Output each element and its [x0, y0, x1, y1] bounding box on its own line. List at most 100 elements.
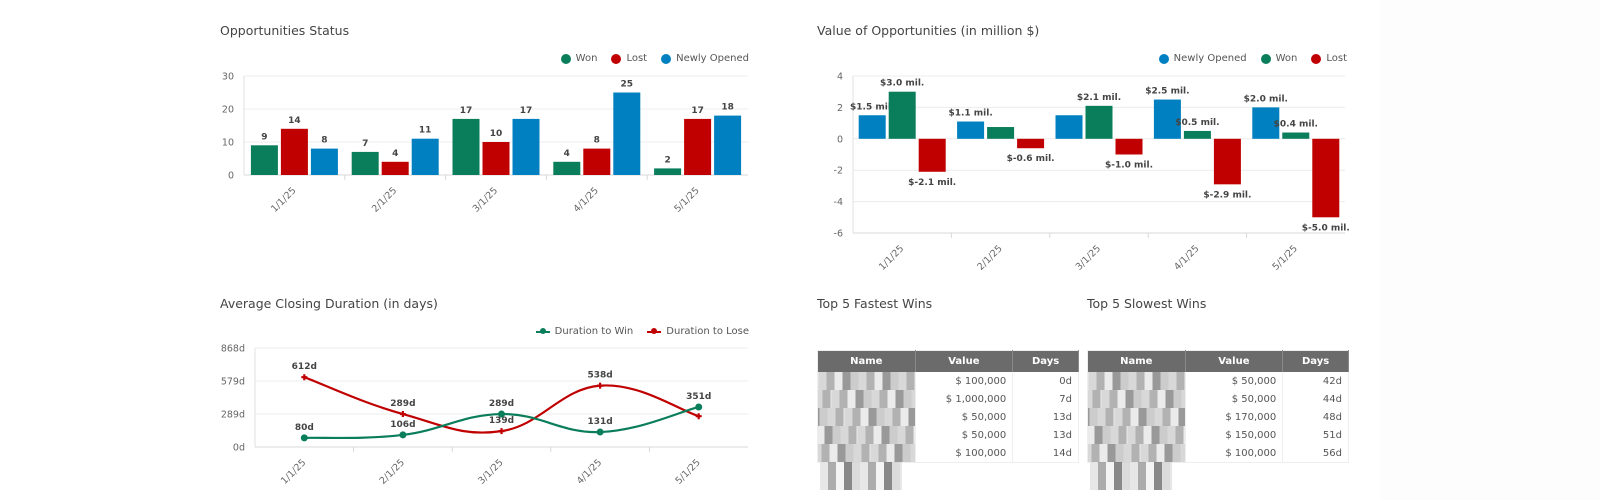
bar-won: [1183, 130, 1211, 139]
bar-lost: [1312, 138, 1340, 218]
data-label: 9: [261, 132, 267, 142]
bar-lost: [280, 128, 308, 175]
redacted-name-cell: [817, 372, 916, 390]
legend-label: Duration to Lose: [666, 326, 749, 337]
redacted-name-cell: [1087, 408, 1186, 426]
redacted-name-cell: [817, 390, 916, 408]
x-tick-label: 5/1/25: [673, 457, 702, 486]
days-cell: 51d: [1282, 426, 1349, 444]
value-cell: $ 50,000: [1185, 390, 1284, 408]
data-label: 139d: [489, 416, 514, 426]
days-cell: 14d: [1012, 444, 1079, 463]
column-header-name[interactable]: Name: [817, 350, 916, 372]
data-label: 106d: [390, 420, 415, 430]
data-label: $1.1 mil.: [948, 109, 992, 119]
bar-lost: [1115, 138, 1143, 155]
x-tick-label: 2/1/25: [378, 457, 407, 486]
value-cell: $ 50,000: [915, 408, 1014, 426]
redacted-name-cell: [817, 444, 916, 463]
bar-newly-opened: [310, 148, 338, 175]
data-point: [399, 411, 406, 418]
legend-label: Newly Opened: [676, 53, 749, 64]
data-label: $1.5 mil.: [850, 102, 894, 112]
table-header-row: Name Value Days: [817, 350, 1079, 372]
x-tick-label: 3/1/25: [1074, 243, 1103, 272]
table-row[interactable]: $ 100,000 14d: [817, 444, 1079, 463]
data-point: [498, 410, 505, 418]
data-point: [695, 413, 702, 420]
data-label: 351d: [686, 392, 711, 402]
status-bar-chart: 01020301/1/2591482/1/2574113/1/251710174…: [222, 72, 748, 215]
days-cell: 7d: [1012, 390, 1079, 408]
y-tick-label: 0d: [233, 443, 245, 454]
x-tick-label: 5/1/25: [1271, 243, 1300, 272]
data-label: 14: [288, 116, 301, 126]
column-header-days[interactable]: Days: [1282, 350, 1349, 372]
data-label: 18: [721, 103, 734, 113]
data-label: 10: [490, 129, 503, 139]
bar-lost: [482, 142, 510, 175]
legend-item-newly-opened[interactable]: Newly Opened: [661, 53, 749, 64]
legend-item-duration-win[interactable]: Duration to Win: [535, 326, 633, 337]
legend-label: Lost: [626, 53, 648, 64]
table-row[interactable]: $ 50,000 13d: [817, 426, 1079, 444]
data-label: $-1.0 mil.: [1105, 161, 1153, 171]
data-label: 131d: [587, 417, 612, 427]
bar-newly-opened: [411, 138, 439, 175]
table-row[interactable]: $ 50,000 13d: [817, 408, 1079, 426]
data-label: $2.5 mil.: [1145, 87, 1189, 97]
bar-won: [987, 127, 1015, 139]
bar-won: [250, 145, 278, 175]
legend-item-won[interactable]: Won: [560, 53, 597, 64]
newly-opened-dot-icon: [661, 53, 672, 64]
legend-item-lost[interactable]: Lost: [611, 53, 647, 64]
data-label: $2.0 mil.: [1244, 94, 1288, 104]
days-cell: 13d: [1012, 408, 1079, 426]
data-label: $-2.9 mil.: [1203, 190, 1251, 200]
legend-item-lost[interactable]: Lost: [1311, 53, 1347, 64]
data-label: 7: [362, 139, 368, 149]
data-label: 8: [594, 136, 600, 146]
data-label: 4: [564, 149, 570, 159]
table-row[interactable]: $ 100,000 56d: [1087, 444, 1349, 463]
table-row[interactable]: $ 50,000 42d: [1087, 372, 1349, 390]
value-chart-title: Value of Opportunities (in million $): [817, 23, 1040, 38]
bar-lost: [381, 161, 409, 175]
table-row[interactable]: $ 50,000 44d: [1087, 390, 1349, 408]
lost-dot-icon: [1311, 53, 1322, 64]
data-label: 11: [419, 126, 432, 136]
x-tick-label: 4/1/25: [575, 457, 604, 486]
legend-item-newly-opened[interactable]: Newly Opened: [1158, 53, 1247, 64]
fastest-wins-title: Top 5 Fastest Wins: [817, 296, 933, 311]
data-point: [498, 428, 505, 435]
status-chart-legend: Won Lost Newly Opened: [560, 53, 749, 64]
bar-lost: [918, 138, 946, 172]
column-header-value[interactable]: Value: [915, 350, 1014, 372]
column-header-value[interactable]: Value: [1185, 350, 1284, 372]
bar-newly-opened: [1153, 99, 1181, 139]
data-point: [300, 434, 308, 442]
data-label: 289d: [489, 399, 514, 409]
table-row[interactable]: $ 170,000 48d: [1087, 408, 1349, 426]
lose-line-icon: [647, 327, 662, 334]
table-row[interactable]: $ 1,000,000 7d: [817, 390, 1079, 408]
bar-lost: [684, 118, 712, 175]
duration-chart-title: Average Closing Duration (in days): [220, 296, 438, 311]
legend-item-won[interactable]: Won: [1260, 53, 1297, 64]
won-dot-icon: [1260, 53, 1271, 64]
table-row[interactable]: $ 150,000 51d: [1087, 426, 1349, 444]
redacted-name-overflow: [1090, 462, 1172, 490]
column-header-name[interactable]: Name: [1087, 350, 1186, 372]
value-cell: $ 50,000: [1185, 372, 1284, 390]
value-cell: $ 170,000: [1185, 408, 1284, 426]
bar-lost: [1017, 138, 1045, 149]
data-point: [597, 382, 604, 389]
bar-newly-opened: [512, 118, 540, 175]
data-point: [399, 431, 407, 439]
value-cell: $ 50,000: [915, 426, 1014, 444]
y-tick-label: 579d: [221, 376, 245, 387]
column-header-days[interactable]: Days: [1012, 350, 1079, 372]
table-row[interactable]: $ 100,000 0d: [817, 372, 1079, 390]
value-chart-legend: Newly Opened Won Lost: [1158, 53, 1347, 64]
legend-item-duration-lose[interactable]: Duration to Lose: [647, 326, 749, 337]
